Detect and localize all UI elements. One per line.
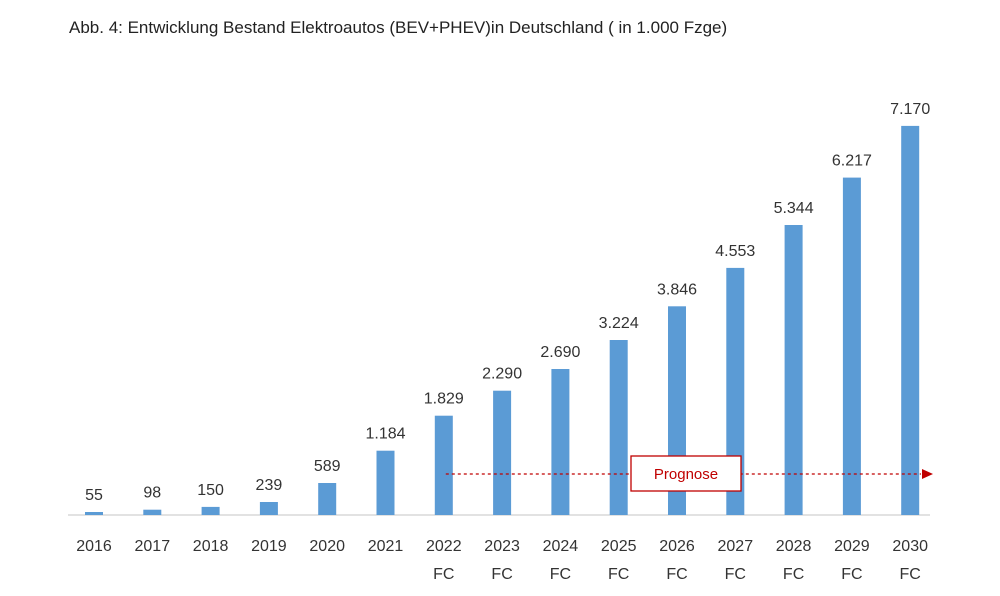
tick-suffix-2025: FC [608,566,629,583]
tick-label-2019: 2019 [251,538,287,555]
tick-suffix-2024: FC [550,566,571,583]
tick-labels-layer: 2016 2017 2018 2019 2020 2021 2022 FC 2023 FC 2024… [76,538,928,583]
tick-label-2018: 2018 [193,538,229,555]
bar-2019 [259,502,278,515]
prognose-label: Prognose [654,466,718,483]
bar-2030 [901,125,920,516]
value-labels-layer: 55 98 150 239 589 1.184 1.829 2.290 2.690 3.224 3.… [85,101,930,504]
tick-label-2020: 2020 [309,538,345,555]
tick-suffix-2023: FC [491,566,512,583]
tick-suffix-2026: FC [666,566,687,583]
value-label-2026: 3.846 [657,281,697,298]
value-label-2020: 589 [314,458,341,475]
bar-2024 [551,369,570,515]
chart-title: Abb. 4: Entwicklung Bestand Elektroautos… [69,18,728,37]
value-label-2023: 2.290 [482,366,522,383]
tick-label-2029: 2029 [834,538,870,555]
value-label-2022: 1.829 [424,391,464,408]
tick-label-2016: 2016 [76,538,112,555]
bar-2027 [726,267,745,515]
tick-suffix-2027: FC [725,566,746,583]
tick-label-2026: 2026 [659,538,695,555]
value-label-2029: 6.217 [832,153,872,170]
value-label-2028: 5.344 [774,200,814,217]
tick-label-2021: 2021 [368,538,404,555]
tick-label-2024: 2024 [543,538,579,555]
tick-suffix-2022: FC [433,566,454,583]
tick-label-2025: 2025 [601,538,637,555]
tick-label-2028: 2028 [776,538,812,555]
tick-suffix-2030: FC [900,566,921,583]
tick-label-2022: 2022 [426,538,462,555]
bar-2028 [784,225,803,515]
bar-2029 [842,177,861,515]
bar-2017 [143,509,162,515]
bar-2023 [493,390,512,515]
prognose-box [630,455,742,492]
bar-2018 [201,506,220,515]
value-label-2027: 4.553 [715,243,755,260]
tick-label-2027: 2027 [718,538,754,555]
value-label-2021: 1.184 [365,426,405,443]
bar-2020 [318,483,337,515]
prognose-arrowhead-icon [922,469,933,479]
bar-2025 [609,340,628,515]
value-label-2025: 3.224 [599,315,639,332]
bar-2016 [85,512,103,515]
tick-label-2017: 2017 [135,538,171,555]
value-label-2017: 98 [143,485,161,502]
bar-2022 [434,415,453,515]
value-label-2024: 2.690 [540,344,580,361]
prognose-annotation: Prognose [445,455,933,492]
tick-label-2030: 2030 [892,538,928,555]
tick-label-2023: 2023 [484,538,520,555]
bar-2021 [376,450,395,515]
tick-suffix-2028: FC [783,566,804,583]
value-label-2019: 239 [256,477,283,494]
bars-layer [85,125,920,516]
value-label-2018: 150 [197,482,224,499]
tick-suffix-2029: FC [841,566,862,583]
value-label-2030: 7.170 [890,101,930,118]
value-label-2016: 55 [85,487,103,504]
